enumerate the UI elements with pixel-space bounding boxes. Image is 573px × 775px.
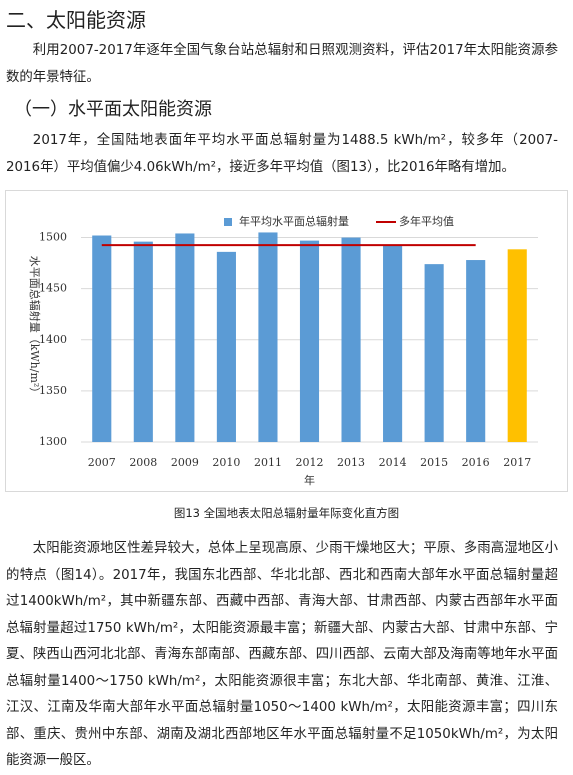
x-tick-label: 2015: [420, 456, 448, 469]
chart: 1300 1350 1400 1450 1500 2007 2008 2009 2010 2011…: [28, 214, 538, 487]
x-tick-label: 2014: [379, 456, 407, 469]
y-tick-label: 1500: [39, 231, 67, 244]
bar: [175, 233, 195, 442]
x-tick-label: 2016: [462, 456, 490, 469]
paragraph: 利用2007-2017年逐年全国气象台站总辐射和日照观测资料，评估2017年太阳…: [6, 43, 558, 85]
x-tick-label: 2009: [171, 456, 199, 469]
x-tick-label: 2012: [296, 456, 324, 469]
legend-swatch: [224, 218, 232, 226]
y-tick-label: 1350: [39, 384, 67, 397]
bar: [299, 240, 320, 442]
chart-caption: 图13 全国地表太阳总辐射量年际变化直方图: [173, 506, 400, 520]
y-tick-label: 1400: [39, 333, 67, 346]
paragraph: 太阳能资源地区性差异较大，总体上呈现高原、少雨干燥地区大；平原、多雨高湿地区小的…: [6, 541, 558, 768]
chart-frame: 1300 1350 1400 1450 1500 2007 2008 2009 2010 2011…: [5, 190, 568, 492]
y-axis-label: 水平面总辐射量（kWh/m²）: [28, 256, 42, 399]
bar: [424, 264, 444, 442]
bar: [507, 249, 527, 442]
x-tick-label: 2008: [129, 456, 157, 469]
bar: [258, 232, 278, 442]
y-tick-label: 1300: [39, 435, 67, 448]
bar: [133, 241, 153, 442]
x-tick-label: 2017: [503, 456, 531, 469]
legend-label: 多年平均值: [399, 214, 454, 228]
x-tick-label: 2007: [88, 456, 116, 469]
x-tick-label: 2010: [212, 456, 240, 469]
bar: [216, 251, 236, 442]
legend-label: 年平均水平面总辐射量: [239, 214, 349, 228]
x-axis-label: 年: [304, 473, 315, 487]
section-title: （一）水平面太阳能资源: [14, 99, 212, 120]
bar: [92, 235, 112, 442]
bar: [383, 245, 403, 442]
x-tick-label: 2013: [337, 456, 365, 469]
bar: [341, 237, 361, 442]
page-title: 二、太阳能资源: [6, 8, 146, 32]
bar: [466, 260, 486, 442]
y-tick-label: 1450: [39, 282, 67, 295]
x-tick-label: 2011: [254, 456, 282, 469]
paragraph: 2017年，全国陆地表面年平均水平面总辐射量为1488.5 kWh/m²，较多年…: [6, 133, 558, 175]
